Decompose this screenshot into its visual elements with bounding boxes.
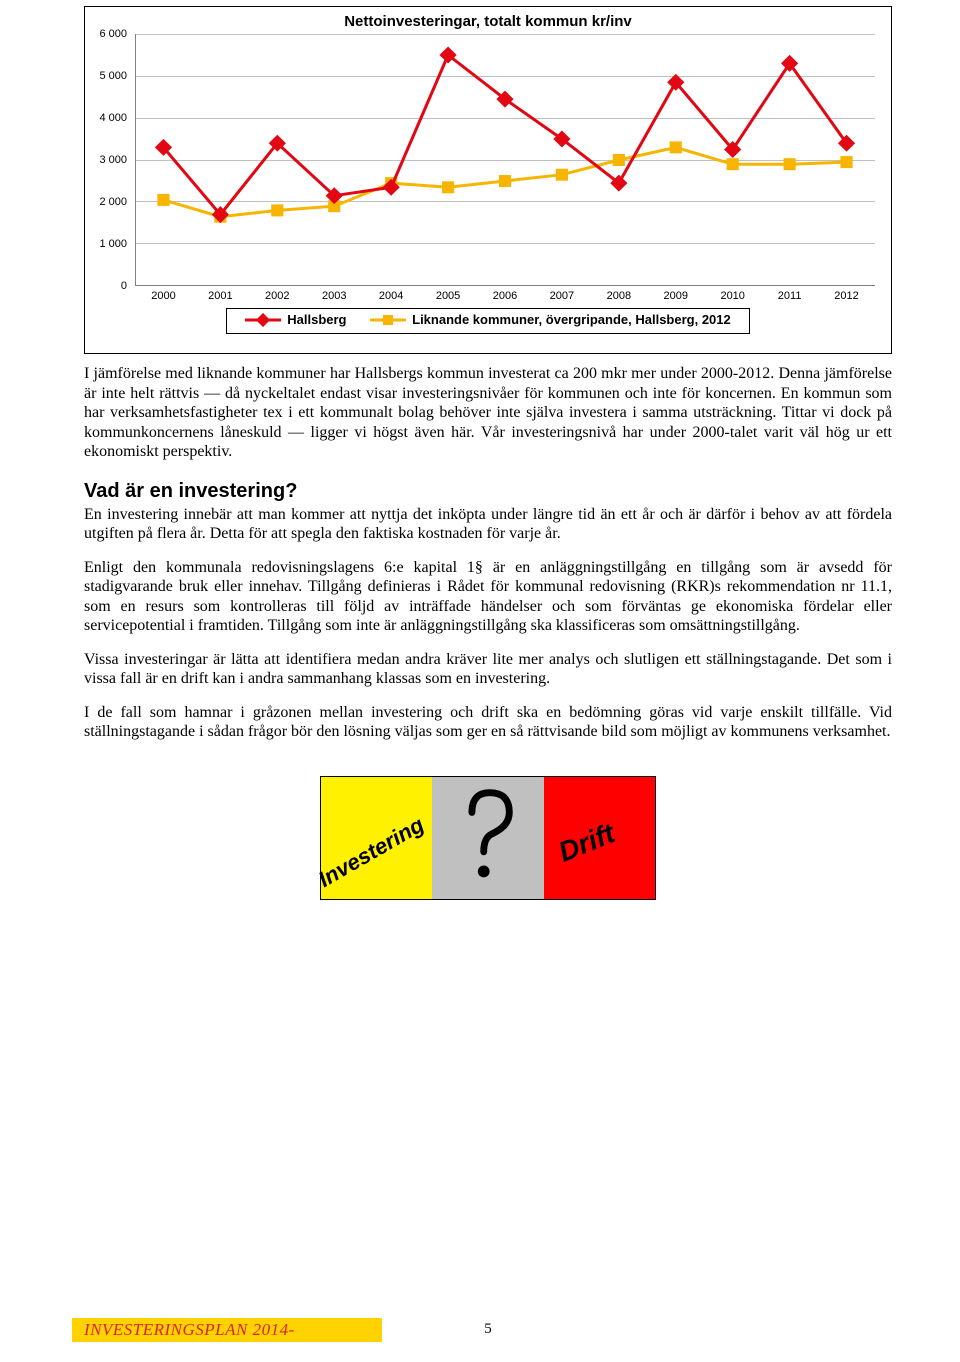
chart-title: Nettoinvesteringar, totalt kommun kr/inv bbox=[95, 13, 881, 30]
infographic-label: Drift bbox=[554, 817, 619, 868]
chart-marker bbox=[613, 154, 625, 166]
paragraph: En investering innebär att man kommer at… bbox=[84, 505, 892, 544]
question-mark-icon bbox=[432, 777, 543, 899]
chart-y-axis: 01 0002 0003 0004 0005 0006 000 bbox=[95, 34, 131, 286]
x-tick-label: 2011 bbox=[778, 290, 802, 302]
legend-marker bbox=[370, 313, 406, 327]
paragraph: Enligt den kommunala redovisningslagens … bbox=[84, 558, 892, 636]
x-tick-label: 2005 bbox=[436, 290, 460, 302]
chart-x-axis: 2000 2001 2002 2003 2004 2005 2006 2007 2008 2009… bbox=[135, 290, 875, 304]
x-tick-label: 2006 bbox=[493, 290, 517, 302]
page-footer: INVESTERINGSPLAN 2014- 5 bbox=[84, 1318, 892, 1342]
paragraph: Vissa investeringar är lätta att identif… bbox=[84, 650, 892, 689]
x-tick-label: 2000 bbox=[151, 290, 175, 302]
infographic-panel-question bbox=[432, 777, 543, 899]
y-tick-label: 5 000 bbox=[99, 70, 127, 82]
x-tick-label: 2004 bbox=[379, 290, 403, 302]
infographic-panel-drift: Drift bbox=[544, 777, 655, 899]
chart-series-line bbox=[163, 55, 846, 215]
x-tick-label: 2010 bbox=[720, 290, 744, 302]
x-tick-label: 2007 bbox=[550, 290, 574, 302]
y-tick-label: 1 000 bbox=[99, 238, 127, 250]
y-tick-label: 4 000 bbox=[99, 112, 127, 124]
intro-paragraph: I jämförelse med liknande kommuner har H… bbox=[84, 364, 892, 462]
page-number: 5 bbox=[484, 1321, 492, 1338]
y-tick-label: 0 bbox=[121, 280, 127, 292]
y-tick-label: 3 000 bbox=[99, 154, 127, 166]
x-tick-label: 2001 bbox=[208, 290, 232, 302]
chart-legend: Hallsberg Liknande kommuner, övergripand… bbox=[226, 308, 749, 334]
paragraph: I de fall som hamnar i gråzonen mellan i… bbox=[84, 703, 892, 742]
chart-container: Nettoinvesteringar, totalt kommun kr/inv… bbox=[84, 6, 892, 354]
chart-marker bbox=[442, 181, 454, 193]
x-tick-label: 2009 bbox=[664, 290, 688, 302]
x-tick-label: 2002 bbox=[265, 290, 289, 302]
chart-marker bbox=[499, 175, 511, 187]
infographic-label: Investering bbox=[314, 812, 429, 893]
x-tick-label: 2012 bbox=[834, 290, 858, 302]
section-heading: Vad är en investering? bbox=[84, 480, 892, 503]
infographic: Investering Drift bbox=[320, 776, 656, 900]
chart-marker bbox=[784, 158, 796, 170]
chart-marker bbox=[271, 204, 283, 216]
infographic-panel-investering: Investering bbox=[321, 777, 432, 899]
legend-marker bbox=[245, 313, 281, 327]
legend-item-hallsberg: Hallsberg bbox=[245, 312, 346, 327]
chart-marker bbox=[157, 194, 169, 206]
y-tick-label: 6 000 bbox=[99, 28, 127, 40]
chart-marker bbox=[556, 169, 568, 181]
chart-marker bbox=[840, 156, 852, 168]
chart-marker bbox=[727, 158, 739, 170]
chart-svg bbox=[135, 34, 875, 286]
x-tick-label: 2008 bbox=[607, 290, 631, 302]
chart-plot: 01 0002 0003 0004 0005 0006 000 20002001… bbox=[135, 34, 875, 302]
chart-marker bbox=[670, 141, 682, 153]
footer-band: INVESTERINGSPLAN 2014- bbox=[72, 1318, 382, 1342]
x-tick-label: 2003 bbox=[322, 290, 346, 302]
y-tick-label: 2 000 bbox=[99, 196, 127, 208]
legend-item-liknande: Liknande kommuner, övergripande, Hallsbe… bbox=[370, 312, 731, 327]
legend-label: Liknande kommuner, övergripande, Hallsbe… bbox=[412, 312, 731, 327]
legend-label: Hallsberg bbox=[287, 312, 346, 327]
